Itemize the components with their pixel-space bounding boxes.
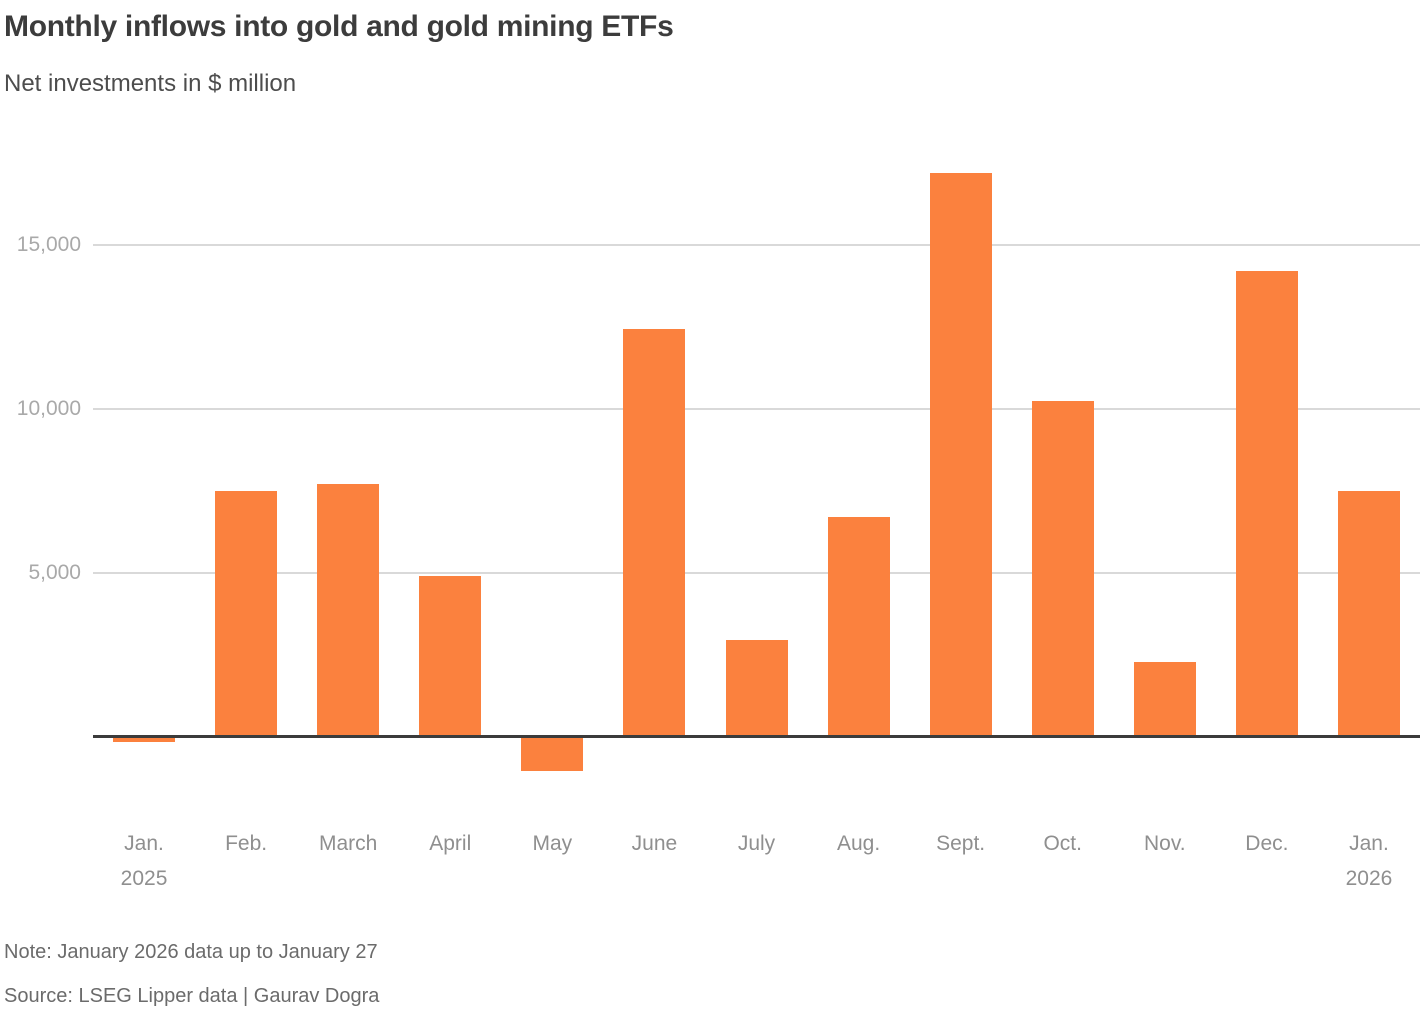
- x-tick-label-feb: Feb.: [225, 832, 268, 855]
- chart-title: Monthly inflows into gold and gold minin…: [4, 10, 674, 43]
- y-tick-label-5000: 5,000: [28, 561, 81, 584]
- bar-feb: [215, 491, 278, 737]
- bar-june: [623, 328, 686, 737]
- bar-nov: [1133, 661, 1196, 737]
- bar-march: [317, 484, 380, 737]
- x-tick-label-sept: Sept.: [936, 832, 986, 855]
- bar-may: [521, 737, 584, 772]
- bar-jan-2026: [1337, 491, 1400, 737]
- bar-oct: [1031, 400, 1094, 737]
- x-tick-label-april: April: [429, 832, 472, 855]
- chart-note: Note: January 2026 data up to January 27: [4, 941, 378, 963]
- x-tick-label-march: March: [319, 832, 378, 855]
- chart-subtitle: Net investments in $ million: [4, 70, 297, 97]
- x-tick-label-july: July: [737, 832, 776, 855]
- bar-april: [419, 576, 482, 737]
- bar-july: [725, 640, 788, 737]
- x-tick-label-oct: Oct.: [1043, 832, 1082, 855]
- y-tick-label-15000: 15,000: [16, 233, 81, 256]
- y-tick-label-10000: 10,000: [16, 397, 81, 420]
- x-tick-label-may: May: [532, 832, 573, 855]
- bar-dec: [1235, 271, 1298, 737]
- bar-aug: [827, 517, 890, 737]
- chart-source: Source: LSEG Lipper data | Gaurav Dogra: [4, 985, 380, 1007]
- x-tick-label-jan-2026: Jan. 2026: [1345, 832, 1393, 890]
- zero-baseline: [93, 735, 1420, 738]
- x-tick-label-nov: Nov.: [1143, 832, 1186, 855]
- x-tick-label-jan-2025: Jan. 2025: [120, 832, 168, 890]
- bar-jan-2025: [113, 737, 176, 742]
- gridline-15000: [93, 244, 1420, 246]
- x-tick-label-aug: Aug.: [836, 832, 881, 855]
- bar-sept: [929, 172, 992, 737]
- gridline-10000: [93, 408, 1420, 410]
- x-tick-label-june: June: [631, 832, 678, 855]
- x-tick-label-dec: Dec.: [1245, 832, 1289, 855]
- gridline-5000: [93, 572, 1420, 574]
